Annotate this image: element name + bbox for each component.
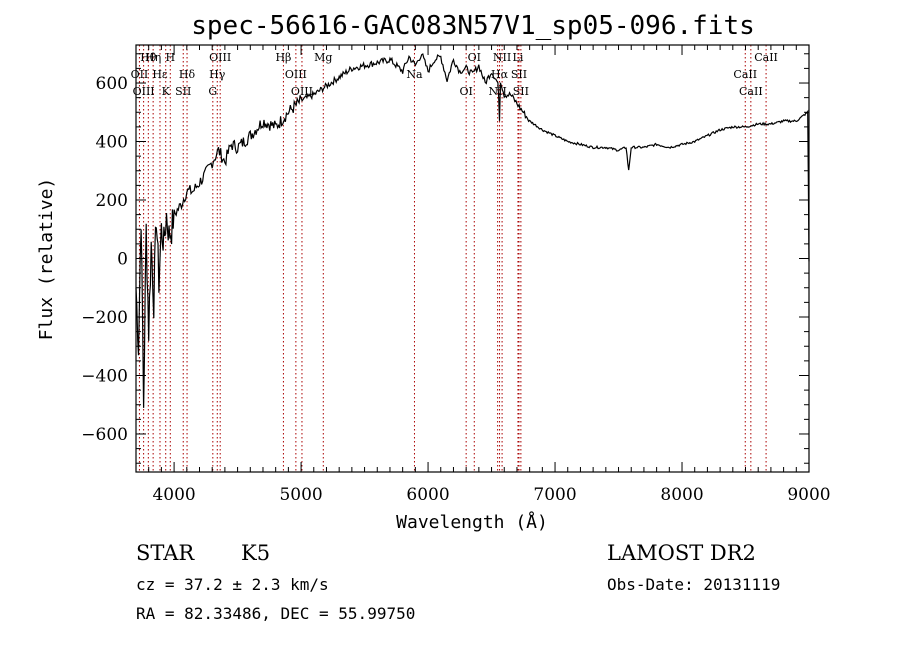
y-tick-label: 0 <box>117 250 128 270</box>
chart-title: spec-56616-GAC083N57V1_sp05-096.fits <box>191 11 755 41</box>
emission-line-label: OIII <box>209 51 231 64</box>
emission-line-label: OIII <box>291 85 313 98</box>
emission-line-label: Hγ <box>209 68 226 81</box>
emission-line-label: SII <box>513 85 529 98</box>
x-tick-label: 9000 <box>787 485 830 505</box>
x-tick-label: 7000 <box>533 485 576 505</box>
emission-line-labels: Hθ OII OIII Hη Hε K H Hδ SII OIII Hγ G Hβ OIII OIII Mg N… <box>131 51 778 98</box>
emission-line-label: SII <box>175 85 191 98</box>
x-axis-ticks: 4000 5000 6000 7000 8000 9000 <box>135 45 831 505</box>
y-tick-label: −600 <box>81 425 128 445</box>
spectrum-line <box>135 53 810 408</box>
x-tick-label: 4000 <box>152 485 195 505</box>
y-tick-label: 200 <box>96 191 128 211</box>
emission-line-label: CaII <box>754 51 778 64</box>
emission-line-label: Mg <box>314 51 332 64</box>
emission-line-label: OI <box>468 51 481 64</box>
emission-line-label: Hη <box>145 51 161 64</box>
emission-line-label: CaII <box>733 68 757 81</box>
emission-line-label: Na <box>406 68 423 81</box>
emission-line-label: H <box>165 51 175 64</box>
emission-line-label: OIII <box>133 85 155 98</box>
emission-line-label: G <box>208 85 217 98</box>
plot-frame <box>135 44 810 473</box>
survey-name: LAMOST DR2 <box>607 541 756 565</box>
emission-line-label: Hθ <box>140 51 157 64</box>
emission-line-markers <box>138 45 767 472</box>
emission-line-label: Hβ <box>275 51 291 64</box>
emission-line-label: OIII <box>285 68 307 81</box>
emission-line-label: CaII <box>739 85 763 98</box>
y-tick-label: 600 <box>96 74 128 94</box>
obs-date: Obs-Date: 20131119 <box>607 575 780 594</box>
x-tick-label: 5000 <box>279 485 322 505</box>
emission-line-label: Hδ <box>179 68 196 81</box>
y-tick-label: 400 <box>96 133 128 153</box>
y-axis-ticks: −600 −400 −200 0 200 400 600 <box>81 53 809 464</box>
x-axis-label: Wavelength (Å) <box>396 511 548 533</box>
emission-line-label: NII <box>493 51 511 64</box>
y-tick-label: −400 <box>81 366 128 386</box>
x-tick-label: 6000 <box>406 485 449 505</box>
object-subclass: K5 <box>241 541 270 565</box>
emission-line-label: K <box>162 85 171 98</box>
ra-dec-readout: RA = 82.33486, DEC = 55.99750 <box>136 604 415 623</box>
object-class: STAR <box>136 541 195 565</box>
emission-line-label: SII <box>511 68 527 81</box>
emission-line-label: OI <box>459 85 472 98</box>
redshift-readout: cz = 37.2 ± 2.3 km/s <box>136 575 329 594</box>
emission-line-label: Hε <box>152 68 168 81</box>
y-tick-label: −200 <box>81 308 128 328</box>
emission-line-label: Li <box>513 51 524 64</box>
y-axis-label: Flux (relative) <box>36 178 57 341</box>
x-tick-label: 8000 <box>660 485 703 505</box>
emission-line-label: Hα <box>491 68 509 81</box>
emission-line-label: OII <box>131 68 149 81</box>
